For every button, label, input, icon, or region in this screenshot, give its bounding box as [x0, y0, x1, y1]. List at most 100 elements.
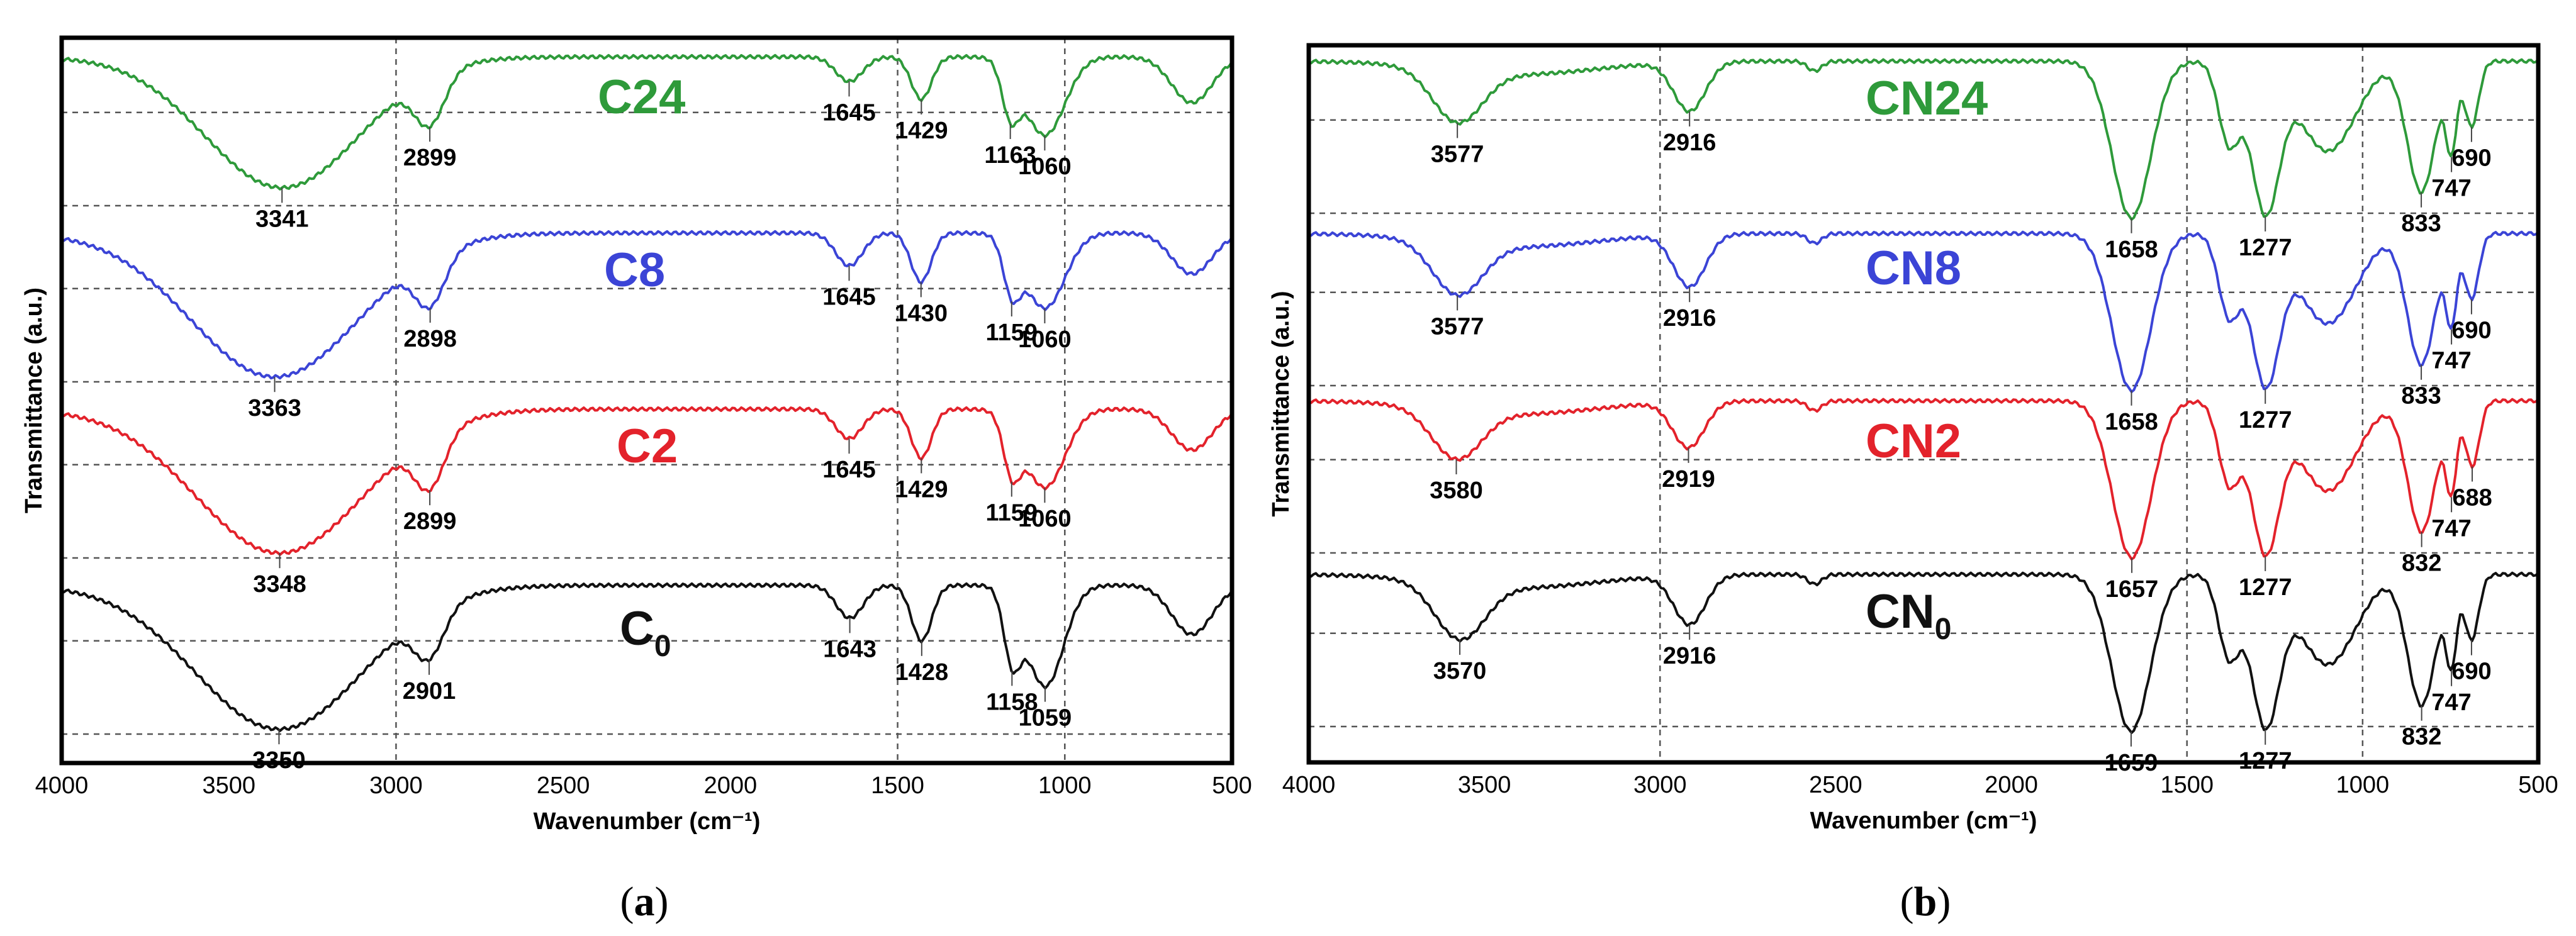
- peak-label: 1429: [895, 118, 948, 144]
- peak-label: 1159: [986, 320, 1038, 346]
- peak-label: 3580: [1430, 477, 1483, 504]
- peak-label: 1645: [822, 284, 876, 310]
- series-label-subscript: 0: [1935, 613, 1952, 646]
- series-label-CN8: CN8: [1866, 242, 1961, 295]
- series-label-C24: C24: [598, 70, 685, 124]
- caption-close: ): [655, 879, 669, 925]
- caption-letter: a: [634, 879, 655, 925]
- x-tick-label: 4000: [35, 772, 89, 799]
- x-tick-label: 500: [2518, 772, 2558, 798]
- peak-label: 1277: [2239, 407, 2292, 433]
- x-tick-label: 2000: [1985, 772, 2038, 798]
- x-tick-label: 1000: [2336, 772, 2390, 798]
- series-label-main: C8: [604, 243, 665, 297]
- peak-label: 747: [2431, 689, 2471, 716]
- peak-label: 747: [2431, 176, 2471, 202]
- peak-label: 832: [2402, 724, 2441, 750]
- spectrum-line-C0: [60, 582, 1233, 732]
- spectrum-line-CN0: [1308, 571, 2540, 734]
- peak-label: 1429: [895, 476, 948, 503]
- peak-label: 2898: [403, 326, 457, 352]
- x-axis-label: Wavenumber (cm⁻¹): [1810, 808, 2037, 834]
- peak-label: 1430: [894, 300, 948, 326]
- peak-label: 1643: [823, 636, 876, 662]
- series-label-main: C: [620, 602, 654, 655]
- x-tick-label: 2500: [1809, 772, 1862, 798]
- caption-open: (: [1900, 879, 1914, 925]
- peak-label: 3363: [248, 395, 301, 421]
- peak-label: 2899: [403, 145, 457, 171]
- series-label-subscript: 0: [654, 630, 671, 663]
- series-label-CN24: CN24: [1866, 72, 1988, 125]
- peak-label: 1277: [2239, 574, 2292, 601]
- series-CN2: 3580 2919 1657 1277 832 747 688 CN2: [1308, 398, 2540, 603]
- caption-close: ): [1937, 879, 1951, 925]
- caption-open: (: [620, 879, 634, 925]
- spectrum-line-CN24: [1308, 58, 2540, 221]
- peak-label: 2919: [1662, 466, 1715, 493]
- series-label-main: C2: [617, 420, 678, 473]
- x-tick-label: 3500: [1458, 772, 1511, 798]
- series-label-main: CN2: [1866, 415, 1961, 468]
- peak-label: 3348: [253, 571, 306, 598]
- peak-label: 833: [2401, 383, 2441, 410]
- peak-label: 3341: [255, 206, 309, 232]
- x-tick-label: 3000: [369, 772, 423, 799]
- peak-label: 690: [2451, 659, 2491, 685]
- x-tick-label: 500: [1212, 772, 1252, 799]
- peak-label: 1645: [822, 99, 876, 126]
- x-tick-label: 4000: [1282, 772, 1336, 798]
- peak-label: 1060: [1018, 506, 1072, 532]
- peak-label: 1658: [2105, 409, 2158, 435]
- caption-letter: b: [1914, 879, 1937, 925]
- peak-label: 747: [2431, 515, 2471, 542]
- peak-label: 1059: [1019, 705, 1072, 732]
- series-CN8: 3577 2916 1658 1277 833 747 690 CN8: [1308, 230, 2540, 435]
- series-CN24: 3577 2916 1658 1277 833 747 690 CN24: [1308, 58, 2540, 263]
- x-tick-label: 2000: [704, 772, 758, 799]
- series-label-main: CN24: [1866, 72, 1988, 125]
- peak-label: 1658: [2105, 237, 2158, 263]
- panel-caption: (b): [1900, 879, 1951, 925]
- spectrum-line-C8: [60, 230, 1233, 380]
- peak-label: 2899: [403, 508, 457, 535]
- x-tick-label: 1000: [1038, 772, 1092, 799]
- peak-label: 2916: [1663, 643, 1716, 669]
- panel-b: 3577 2916 1658 1277 833 747 690 CN24 3577 2916 165…: [1268, 43, 2558, 925]
- series-label-C8: C8: [604, 243, 665, 297]
- x-axis-label: Wavenumber (cm⁻¹): [534, 808, 761, 835]
- y-axis-label: Transmittance (a.u.): [21, 287, 47, 513]
- peak-label: 1159: [986, 500, 1038, 526]
- x-tick-label: 3000: [1633, 772, 1687, 798]
- peak-label: 2901: [403, 678, 456, 705]
- spectrum-line-C24: [60, 53, 1233, 191]
- y-axis-label: Transmittance (a.u.): [1268, 291, 1294, 517]
- series-label-main: C24: [598, 70, 685, 124]
- series-label-C2: C2: [617, 420, 678, 473]
- peak-label: 3577: [1431, 141, 1484, 167]
- peak-label: 1060: [1018, 153, 1072, 180]
- peak-label: 3577: [1431, 313, 1484, 340]
- x-tick-label: 1500: [2160, 772, 2214, 798]
- peak-label: 1277: [2239, 235, 2292, 261]
- peak-label: 1645: [822, 457, 876, 483]
- peak-label: 3570: [1433, 658, 1487, 684]
- plot-frame: [1306, 43, 2541, 765]
- x-tick-label: 2500: [537, 772, 590, 799]
- peak-label: 2916: [1663, 130, 1716, 156]
- peak-label: 690: [2451, 318, 2491, 344]
- series-label-C0: C0: [620, 602, 671, 663]
- spectrum-line-CN8: [1308, 230, 2540, 393]
- spectrum-line-CN2: [1308, 398, 2540, 560]
- peak-label: 1428: [895, 659, 949, 686]
- peak-label: 688: [2452, 485, 2492, 511]
- peak-label: 833: [2401, 211, 2441, 237]
- peak-label: 1158: [986, 689, 1038, 715]
- panel-a: 334128991645142911631060C243363289816451…: [21, 35, 1252, 925]
